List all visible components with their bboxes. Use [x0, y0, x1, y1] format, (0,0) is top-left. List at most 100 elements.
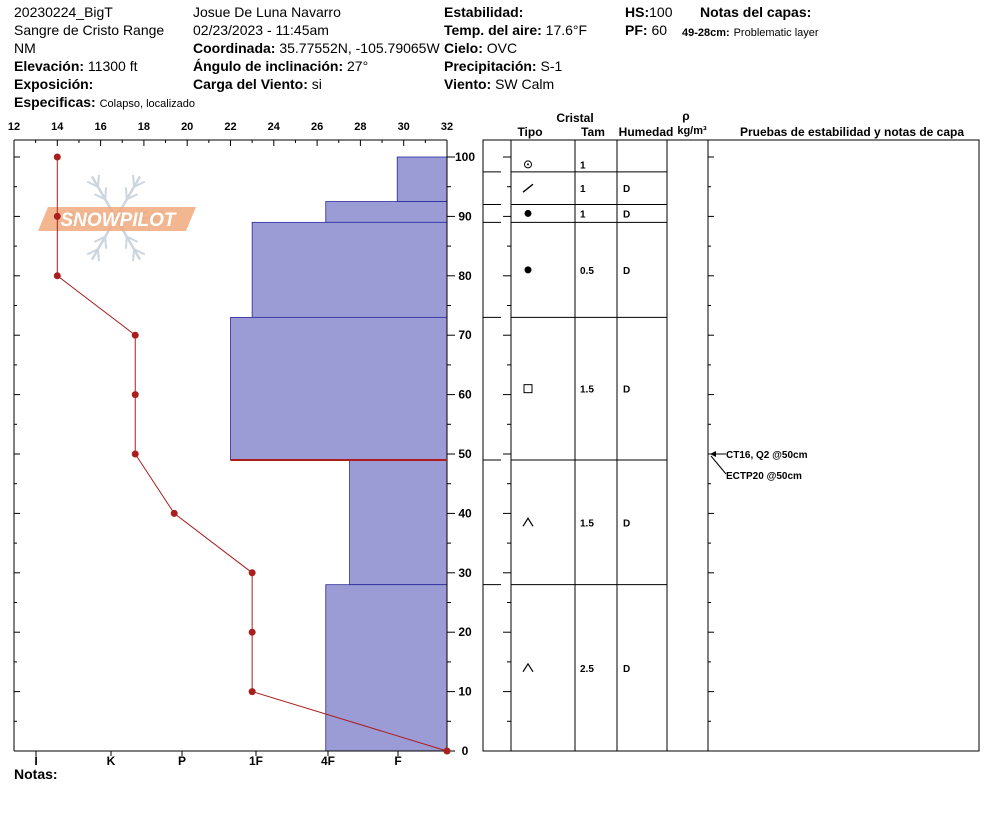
rounded-grain-icon [524, 266, 532, 274]
snowflake-branch [132, 174, 135, 187]
height-tick-label: 40 [458, 506, 472, 520]
profile-header: 20230224_BigT Sangre de Cristo Range NM … [0, 0, 994, 112]
height-tick-label: 80 [458, 269, 472, 283]
temp-tick-label: 12 [8, 121, 20, 133]
header-tipo: Tipo [517, 125, 542, 139]
rounded-grain-icon-dot [524, 266, 532, 274]
aspect-row: Exposición: [14, 76, 93, 92]
temp-tick-label: 24 [268, 121, 281, 133]
air-temp-row: Temp. del aire: 17.6°F [444, 22, 587, 38]
temperature-point [131, 391, 139, 399]
snowflake-branch [93, 193, 106, 201]
snowflake-branch [133, 180, 146, 188]
crystal-size: 1.5 [580, 518, 594, 529]
observation-datetime: 02/23/2023 - 11:45am [193, 22, 329, 38]
snowflake-branch [133, 248, 146, 256]
hardness-layer-0 [396, 156, 448, 202]
temperature-point [248, 628, 256, 636]
rounding-facet-icon-dot [527, 163, 529, 166]
layer-note-row: 49-28cm: Problematic layer [682, 23, 819, 41]
range-name: Sangre de Cristo Range [14, 22, 165, 38]
stability-test-label: CT16, Q2 @50cm [726, 450, 808, 461]
coordinate-row: Coordinada: 35.77552N, -105.79065W [193, 40, 440, 56]
snowflake-branch [126, 193, 139, 201]
snowflake-branch [126, 235, 139, 243]
precip-row: Precipitación: S-1 [444, 58, 562, 74]
height-tick-label: 100 [455, 150, 475, 164]
elevation-row: Elevación: 11300 ft [14, 58, 137, 74]
layer-notes-label: Notas del capas: [700, 4, 812, 20]
faceted-crystal-icon-square [523, 384, 533, 394]
temp-tick-label: 22 [224, 121, 236, 133]
temperature-point [170, 509, 178, 517]
decomposing-fragment-icon [522, 183, 534, 193]
faceted-crystal-icon [523, 384, 533, 394]
crystal-size: 2.5 [580, 664, 594, 675]
table-frame [482, 139, 980, 752]
specifics-value: Colapso, localizado [99, 98, 195, 110]
height-tick-label: 70 [458, 328, 472, 342]
crystal-moisture: D [623, 518, 630, 529]
precip-value: S-1 [540, 58, 563, 74]
height-tick-label: 50 [458, 447, 472, 461]
logo-wordmark: SNOWPILOT [60, 210, 176, 231]
layer-note-depth: 49-28cm: [682, 27, 730, 39]
temperature-point [53, 212, 61, 220]
temperature-point [443, 747, 451, 755]
pf-value: 60 [651, 22, 668, 38]
state-name: NM [14, 40, 36, 56]
header-tests: Pruebas de estabilidad y notas de capa [740, 125, 964, 139]
observer-name: Josue De Luna Navarro [193, 4, 341, 20]
crystal-moisture: D [623, 664, 630, 675]
height-tick-label: 0 [462, 744, 469, 758]
sky-label: Cielo: [444, 40, 483, 56]
hs-row: HS:100 [625, 4, 672, 20]
temp-tick-label: 18 [138, 121, 150, 133]
temp-tick-label: 28 [354, 121, 366, 133]
header-humedad: Humedad [619, 125, 674, 139]
slope-row: Ángulo de inclinación: 27° [193, 58, 368, 74]
sky-value: OVC [486, 40, 518, 56]
temp-tick-label: 14 [51, 121, 64, 133]
specifics-row: Especificas: Colapso, localizado [14, 94, 195, 112]
crystal-table: Cristal Tipo Tam Humedad ρ kg/m³ Pruebas de es… [482, 109, 980, 752]
logo-banner [38, 207, 196, 231]
air-temp-value: 17.6°F [545, 22, 588, 38]
wind-row: Viento: SW Calm [444, 76, 554, 92]
stability-label: Estabilidad: [444, 4, 524, 20]
test-arrow-icon [710, 451, 716, 457]
layer-note-text: Problematic layer [733, 27, 819, 39]
decomposing-fragment-icon-stroke [522, 183, 534, 193]
stability-test-label: ECTP20 @50cm [726, 471, 802, 482]
air-temp-label: Temp. del aire: [444, 22, 542, 38]
header-tam: Tam [581, 125, 605, 139]
hardness-label: K [107, 754, 116, 768]
wind-label: Viento: [444, 76, 492, 92]
rounded-grain-icon [524, 209, 532, 217]
temperature-point [131, 450, 139, 458]
slope-label: Ángulo de inclinación: [193, 58, 344, 74]
hs-label: HS: [625, 4, 650, 20]
crystal-size: 1 [580, 160, 586, 171]
crystal-size: 0.5 [580, 266, 594, 277]
hardness-label: 4F [321, 754, 335, 768]
wind-load-label: Carga del Viento: [193, 76, 308, 92]
sky-row: Cielo: OVC [444, 40, 520, 56]
hardness-label: P [178, 754, 186, 768]
specifics-label: Especificas: [14, 94, 96, 110]
hardness-layer-1 [325, 201, 448, 223]
temperature-point [53, 272, 61, 280]
elevation-value: 11300 ft [87, 58, 138, 74]
temperature-point [248, 688, 256, 696]
pf-row: PF: 60 [625, 22, 667, 38]
temp-tick-label: 32 [441, 121, 453, 133]
height-tick-label: 20 [458, 625, 472, 639]
snowflake-branch [93, 235, 106, 243]
rounded-grain-icon-dot [524, 209, 532, 217]
header-rho: ρ [682, 109, 689, 123]
crystal-size: 1 [580, 184, 586, 195]
depth-hoar-icon-caret [522, 662, 534, 673]
depth-hoar-icon [522, 517, 534, 527]
test-pointer-line-2 [710, 455, 727, 475]
